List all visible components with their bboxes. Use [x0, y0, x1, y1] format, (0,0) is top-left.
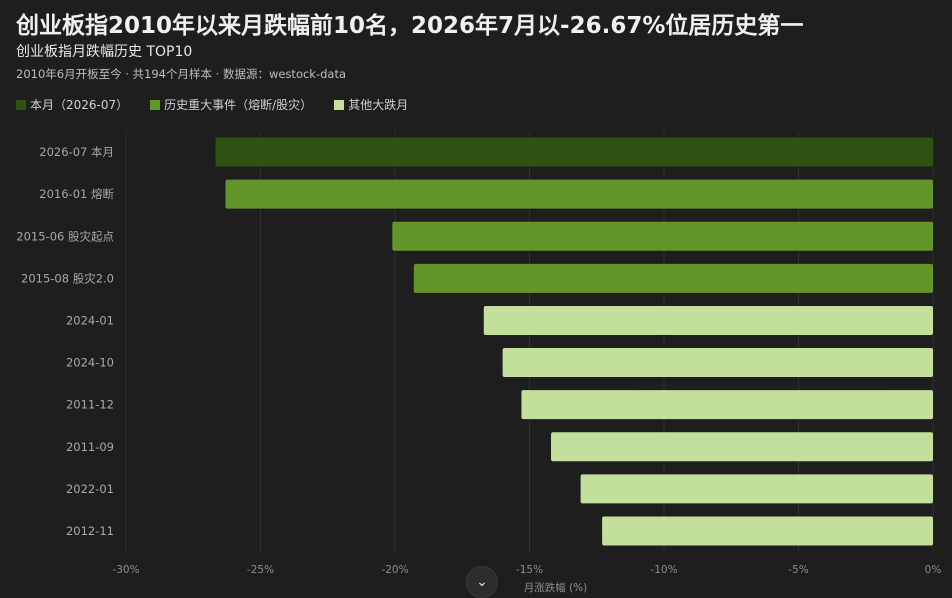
category-label-6: 2011-12 [66, 398, 114, 412]
bar-5[interactable] [502, 348, 933, 378]
category-label-5: 2024-10 [66, 356, 114, 370]
category-label-9: 2012-11 [66, 524, 114, 538]
legend: 本月（2026-07） 历史重大事件（熔断/股灾） 其他大跌月 [16, 96, 408, 113]
chart-meta: 2010年6月开板至今 · 共194个月样本 · 数据源：westock-dat… [16, 67, 347, 81]
chart-subtitle: 创业板指月跌幅历史 TOP10 [16, 44, 193, 60]
legend-label-major-events: 历史重大事件（熔断/股灾） [164, 98, 313, 112]
bar-4[interactable] [483, 305, 933, 335]
category-label-4: 2024-01 [66, 313, 114, 327]
bar-6[interactable] [521, 390, 933, 420]
x-tick-label-4: -10% [650, 564, 677, 576]
legend-swatch-major-events [150, 99, 161, 110]
category-label-0: 2026-07 本月 [39, 145, 114, 159]
category-label-8: 2022-01 [66, 482, 114, 496]
category-label-2: 2015-06 股灾起点 [16, 229, 114, 243]
x-tick-label-5: -5% [788, 564, 808, 576]
chart-title: 创业板指2010年以来月跌幅前10名，2026年7月以-26.67%位居历史第一 [16, 13, 804, 39]
category-label-1: 2016-01 熔断 [39, 187, 114, 201]
x-tick-label-2: -20% [381, 564, 408, 576]
bar-9[interactable] [602, 516, 933, 546]
legend-swatch-other-drops [334, 99, 345, 110]
chevron-down-icon: ⌄ [476, 574, 488, 590]
bar-7[interactable] [551, 432, 933, 462]
bar-8[interactable] [580, 474, 933, 504]
legend-item-major-events[interactable]: 历史重大事件（熔断/股灾） [150, 96, 312, 113]
x-tick-label-3: -15% [516, 564, 543, 576]
x-tick-label-1: -25% [247, 564, 274, 576]
bar-0[interactable] [215, 137, 933, 167]
x-tick-label-0: -30% [112, 564, 139, 576]
legend-item-other-drops[interactable]: 其他大跌月 [334, 96, 408, 113]
legend-item-current-month[interactable]: 本月（2026-07） [16, 96, 128, 113]
legend-label-other-drops: 其他大跌月 [348, 98, 409, 112]
bar-2[interactable] [392, 221, 933, 251]
scroll-down-button[interactable]: ⌄ [466, 566, 498, 598]
bar-1[interactable] [225, 179, 933, 209]
legend-swatch-current-month [16, 99, 26, 110]
x-tick-label-6: 0% [925, 564, 942, 576]
category-label-3: 2015-08 股灾2.0 [21, 271, 114, 285]
bar-3[interactable] [413, 263, 934, 293]
x-axis-label: 月涨跌幅 (%) [524, 581, 588, 594]
category-label-7: 2011-09 [66, 440, 114, 454]
legend-label-current-month: 本月（2026-07） [30, 98, 129, 112]
